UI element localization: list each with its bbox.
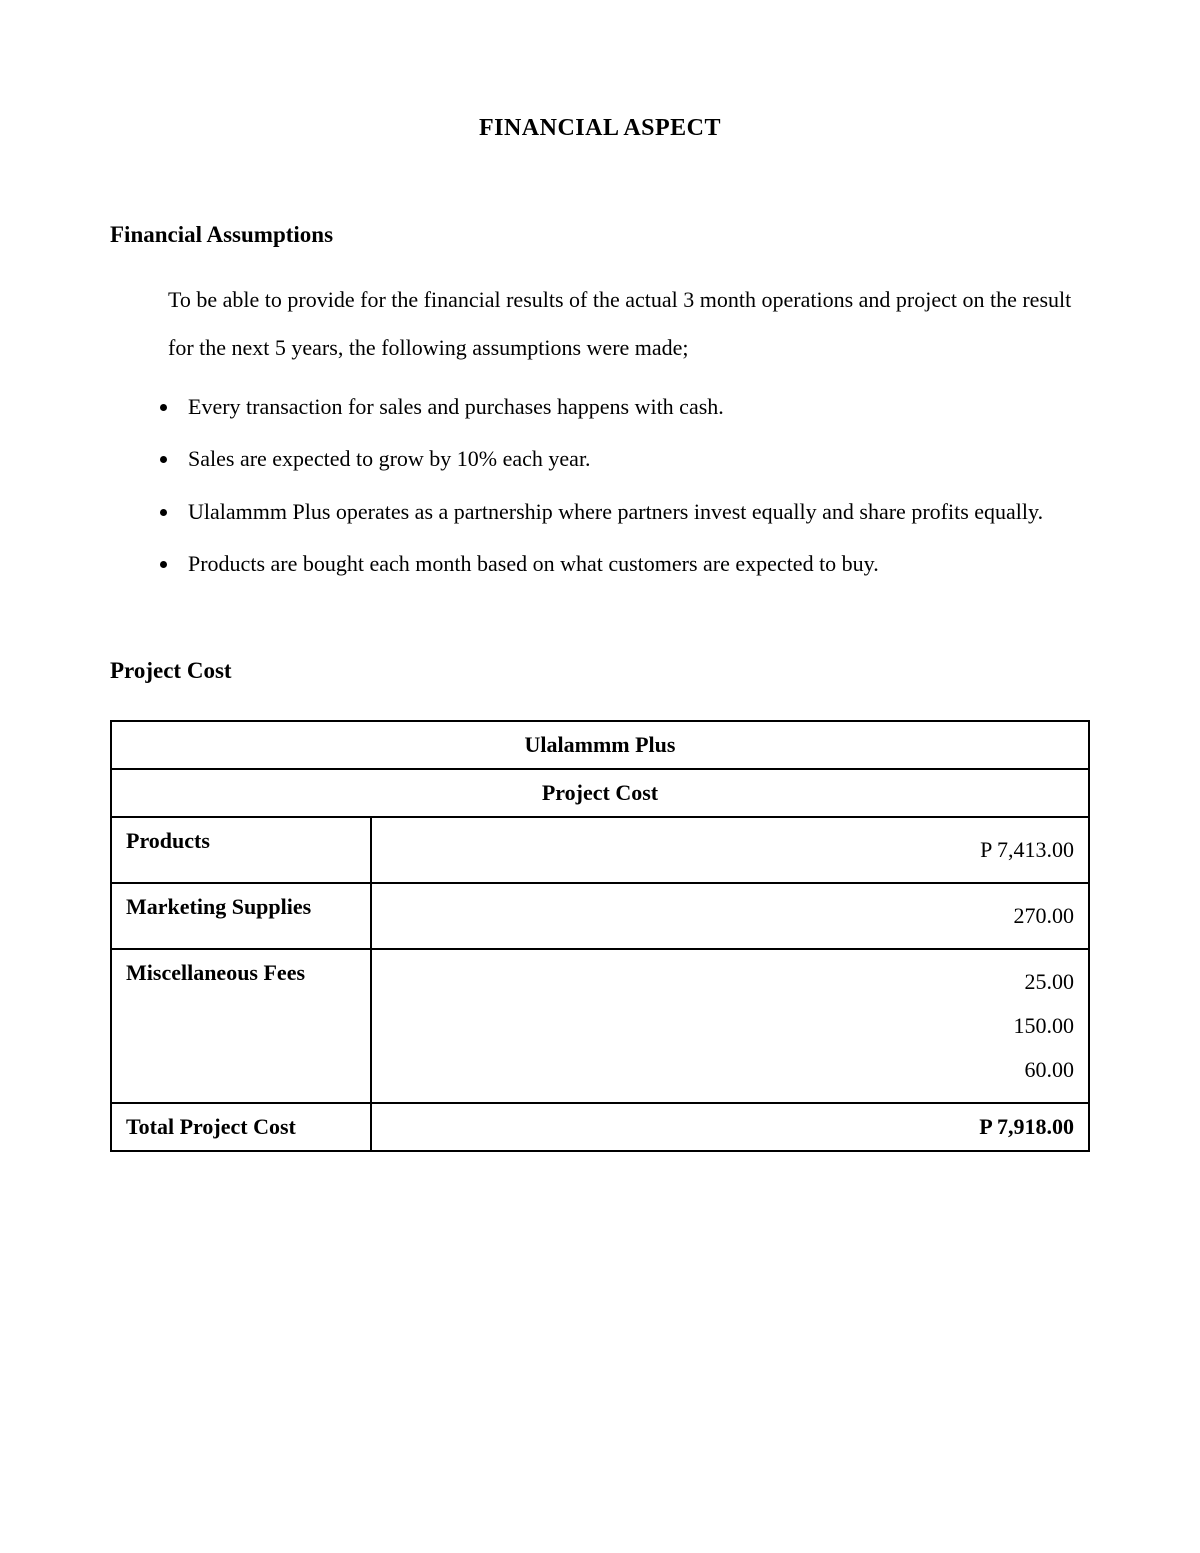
- table-row: Ulalammm Plus: [111, 721, 1089, 769]
- table-company-header: Ulalammm Plus: [111, 721, 1089, 769]
- document-page: FINANCIAL ASPECT Financial Assumptions T…: [0, 0, 1200, 1553]
- row-label: Miscellaneous Fees: [111, 949, 371, 1103]
- row-value: 25.00 150.00 60.00: [371, 949, 1089, 1103]
- table-row: Project Cost: [111, 769, 1089, 817]
- assumptions-list: Every transaction for sales and purchase…: [110, 383, 1090, 589]
- table-row: Miscellaneous Fees 25.00 150.00 60.00: [111, 949, 1089, 1103]
- row-label: Products: [111, 817, 371, 883]
- value-line: 150.00: [386, 1004, 1074, 1048]
- table-row: Marketing Supplies 270.00: [111, 883, 1089, 949]
- value-line: P 7,413.00: [386, 828, 1074, 872]
- value-line: 60.00: [386, 1048, 1074, 1092]
- total-value: P 7,918.00: [371, 1103, 1089, 1151]
- row-value: 270.00: [371, 883, 1089, 949]
- assumptions-heading: Financial Assumptions: [110, 222, 1090, 248]
- table-total-row: Total Project Cost P 7,918.00: [111, 1103, 1089, 1151]
- list-item: Ulalammm Plus operates as a partnership …: [180, 488, 1090, 536]
- value-line: 270.00: [386, 894, 1074, 938]
- list-item: Sales are expected to grow by 10% each y…: [180, 435, 1090, 483]
- row-value: P 7,413.00: [371, 817, 1089, 883]
- table-subtitle-header: Project Cost: [111, 769, 1089, 817]
- table-row: Products P 7,413.00: [111, 817, 1089, 883]
- assumptions-intro: To be able to provide for the financial …: [168, 276, 1090, 373]
- page-title: FINANCIAL ASPECT: [110, 115, 1090, 142]
- total-label: Total Project Cost: [111, 1103, 371, 1151]
- value-line: 25.00: [386, 960, 1074, 1004]
- row-label: Marketing Supplies: [111, 883, 371, 949]
- list-item: Every transaction for sales and purchase…: [180, 383, 1090, 431]
- project-cost-heading: Project Cost: [110, 658, 1090, 684]
- list-item: Products are bought each month based on …: [180, 540, 1090, 588]
- project-cost-table: Ulalammm Plus Project Cost Products P 7,…: [110, 720, 1090, 1152]
